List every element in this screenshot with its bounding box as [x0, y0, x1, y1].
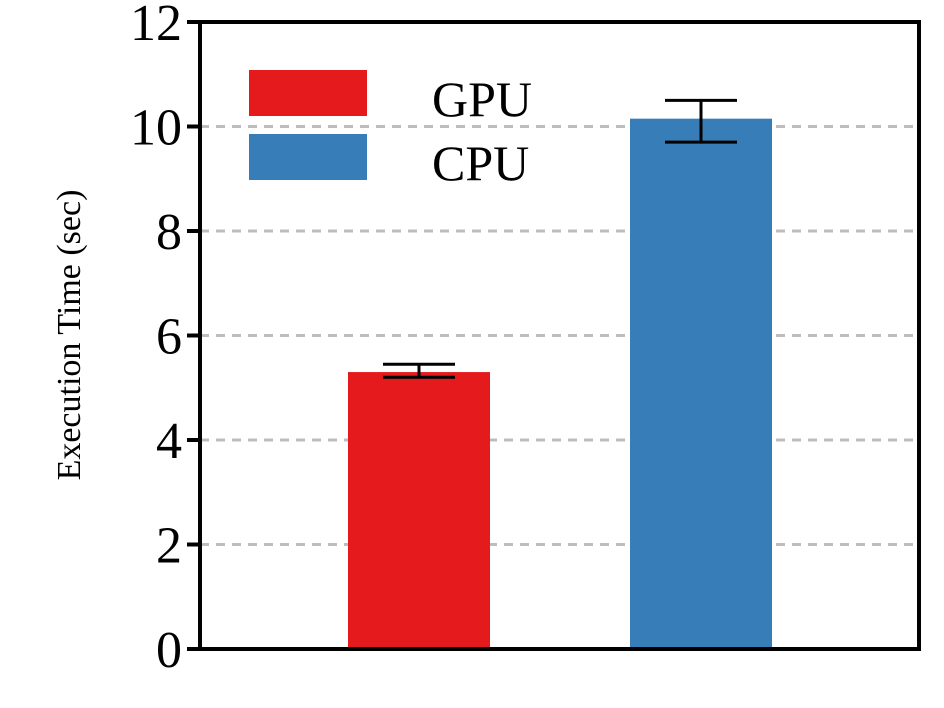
legend-swatch-cpu: [249, 134, 367, 180]
error-bar-gpu: [383, 362, 455, 379]
y-axis-title: Execution Time (sec): [51, 190, 88, 481]
bars: [348, 118, 772, 650]
bar-cpu: [630, 118, 772, 650]
gridlines: [200, 125, 919, 546]
legend: GPU CPU: [249, 70, 532, 191]
y-tick-label-8: 8: [156, 204, 182, 261]
y-ticks: 0 2 4 6 8 10 12: [130, 0, 200, 679]
legend-label-gpu: GPU: [432, 71, 532, 127]
legend-swatch-gpu: [249, 70, 367, 116]
y-tick-label-0: 0: [156, 622, 182, 679]
bar-gpu: [348, 372, 490, 649]
y-tick-label-6: 6: [156, 309, 182, 366]
error-bars: [383, 98, 737, 379]
legend-item-gpu: GPU: [249, 70, 532, 127]
y-tick-label-10: 10: [130, 100, 182, 157]
legend-item-cpu: CPU: [249, 134, 529, 191]
y-tick-label-2: 2: [156, 518, 182, 575]
error-bar-cpu: [665, 98, 737, 144]
legend-label-cpu: CPU: [432, 135, 529, 191]
y-tick-label-12: 12: [130, 0, 182, 52]
y-tick-label-4: 4: [156, 413, 182, 470]
